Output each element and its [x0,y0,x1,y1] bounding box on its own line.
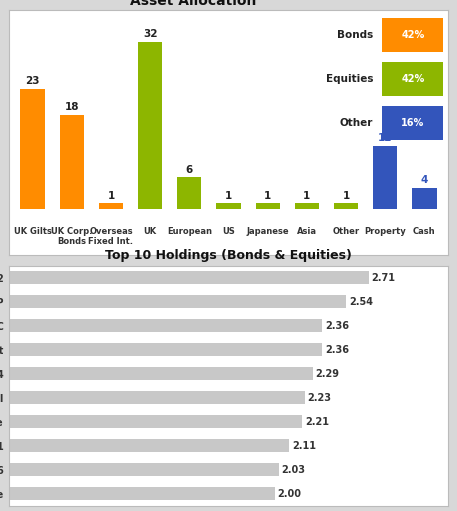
Text: 2.36: 2.36 [325,345,349,355]
Text: 1: 1 [303,191,310,201]
Bar [334,203,358,208]
Text: 1: 1 [342,191,350,201]
Bar [60,114,84,208]
Text: UK Gilts: UK Gilts [14,227,52,236]
Text: 1: 1 [225,191,232,201]
Text: 4: 4 [421,175,428,185]
Bar [9,463,278,476]
Bar [21,88,45,208]
Text: UK Corp.
Bonds: UK Corp. Bonds [51,227,92,246]
Text: 2.36: 2.36 [325,321,349,331]
Text: 2.23: 2.23 [308,393,332,403]
Text: Bonds: Bonds [337,30,373,40]
Text: 1: 1 [264,191,271,201]
Text: 42%: 42% [401,30,425,40]
Bar [9,487,275,500]
Text: 2.29: 2.29 [316,369,340,379]
Bar [9,367,313,380]
FancyBboxPatch shape [382,17,443,52]
Text: 12: 12 [378,133,393,143]
Bar [216,203,241,208]
Text: UK: UK [143,227,157,236]
Bar [295,203,319,208]
Title: Top 10 Holdings (Bonds & Equities): Top 10 Holdings (Bonds & Equities) [105,249,352,262]
Text: Other: Other [340,118,373,128]
Text: 2.54: 2.54 [349,297,373,307]
Bar [138,41,162,208]
Text: 2.21: 2.21 [305,417,329,427]
Text: 1: 1 [107,191,115,201]
Text: 18: 18 [64,102,79,112]
Bar [255,203,280,208]
Text: 23: 23 [26,76,40,86]
Bar [99,203,123,208]
Bar [177,177,202,208]
Bar [373,146,397,208]
Text: Overseas
Fixed Int.: Overseas Fixed Int. [89,227,133,246]
FancyBboxPatch shape [382,62,443,96]
Bar [9,439,289,452]
Bar [9,343,322,356]
Bar [9,271,369,284]
Text: 2.71: 2.71 [372,273,395,283]
Text: 2.11: 2.11 [292,441,316,451]
Text: Japanese: Japanese [246,227,289,236]
Text: US: US [222,227,235,236]
Text: European: European [167,227,212,236]
Bar [9,415,303,428]
Text: 2.00: 2.00 [277,489,301,499]
Text: 32: 32 [143,29,157,39]
Bar [412,188,436,208]
Text: 42%: 42% [401,74,425,84]
Title: Asset Allocation: Asset Allocation [130,0,256,8]
Text: 2.03: 2.03 [281,465,305,475]
FancyBboxPatch shape [382,106,443,140]
Bar [9,391,305,404]
Text: Other: Other [332,227,360,236]
Text: 16%: 16% [401,118,425,128]
Text: Property: Property [364,227,406,236]
Text: Cash: Cash [413,227,436,236]
Text: Asia: Asia [297,227,317,236]
Text: 6: 6 [186,165,193,175]
Bar [9,295,346,308]
Bar [9,319,322,332]
Text: Equities: Equities [326,74,373,84]
